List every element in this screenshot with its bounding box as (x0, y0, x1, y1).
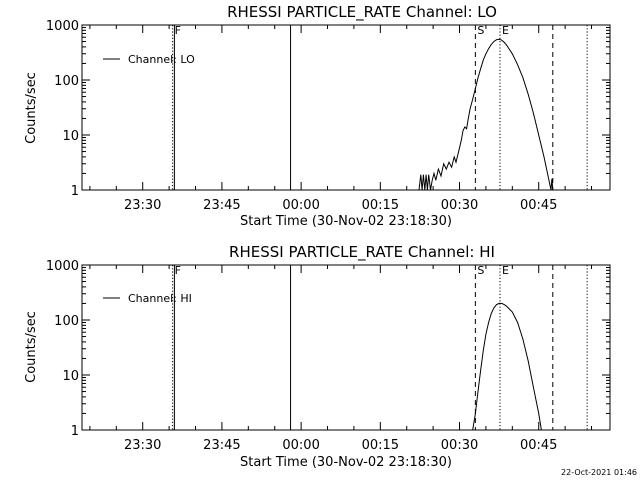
y-tick-label: 1000 (46, 259, 79, 274)
y-axis-label: Counts/sec (24, 72, 39, 144)
y-axis-label: Counts/sec (24, 311, 39, 383)
x-tick-label: 00:15 (362, 198, 399, 213)
x-tick-label: 00:45 (520, 198, 557, 213)
particle-rate-line (418, 38, 554, 191)
y-tick-label: 1 (71, 424, 79, 439)
event-marker-label: F (175, 24, 181, 37)
x-tick-label: 00:30 (441, 198, 478, 213)
plot-frame (81, 264, 611, 431)
x-tick-label: 00:00 (282, 438, 319, 453)
legend-label: Channel: LO (128, 53, 195, 66)
x-tick-label: 23:30 (124, 438, 161, 453)
x-tick-label: 00:15 (362, 438, 399, 453)
y-tick-label: 100 (54, 314, 79, 329)
hi-channel-panel: RHESSI PARTICLE_RATE Channel: HI Counts/… (24, 243, 611, 470)
plot-frame (81, 24, 611, 191)
x-tick-label: 23:45 (203, 438, 240, 453)
y-tick-label: 100 (54, 74, 79, 89)
event-marker-label: S (477, 264, 484, 277)
y-tick-label: 10 (62, 129, 79, 144)
footer-timestamp: 22-Oct-2021 01:46 (561, 468, 637, 477)
lo-channel-panel: RHESSI PARTICLE_RATE Channel: LO Counts/… (24, 3, 611, 229)
event-marker-label: F (175, 264, 181, 277)
y-tick-label: 1 (71, 184, 79, 199)
legend-label: Channel: HI (128, 292, 192, 305)
y-tick-label: 10 (62, 369, 79, 384)
y-tick-label: 1000 (46, 19, 79, 34)
x-tick-label: 00:00 (282, 198, 319, 213)
event-marker-label: E (502, 264, 509, 277)
chart-title: RHESSI PARTICLE_RATE Channel: HI (229, 243, 495, 262)
chart-title: RHESSI PARTICLE_RATE Channel: LO (227, 3, 497, 22)
x-tick-label: 00:45 (520, 438, 557, 453)
x-axis-label: Start Time (30-Nov-02 23:18:30) (240, 455, 452, 470)
x-axis-label: Start Time (30-Nov-02 23:18:30) (240, 214, 452, 229)
particle-rate-line (472, 302, 542, 431)
x-tick-label: 00:30 (441, 438, 478, 453)
x-tick-label: 23:45 (203, 198, 240, 213)
event-marker-label: E (502, 24, 509, 37)
x-tick-label: 23:30 (124, 198, 161, 213)
event-marker-label: S (477, 24, 484, 37)
